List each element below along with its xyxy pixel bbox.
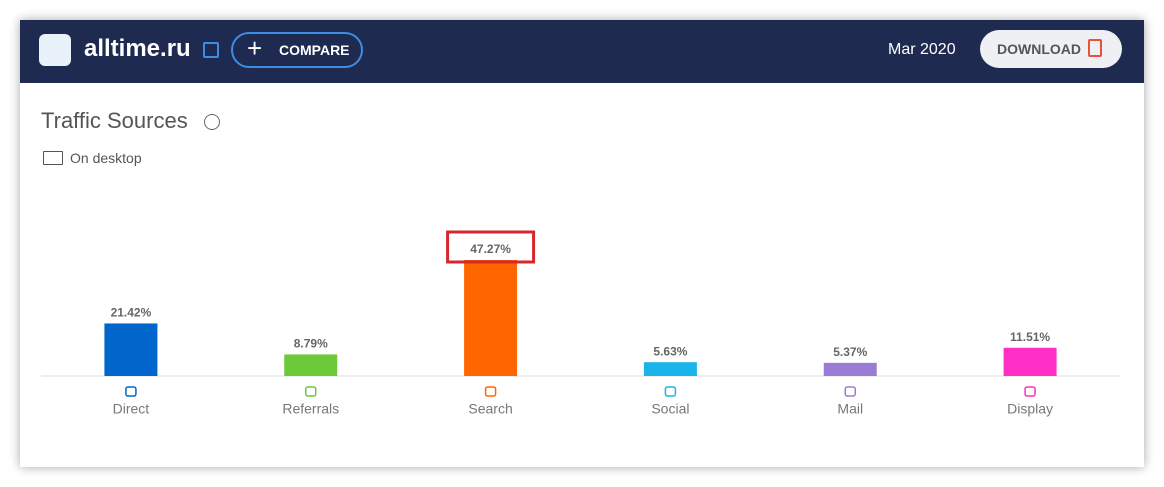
info-icon[interactable] [204, 114, 220, 130]
card-title: Traffic Sources [41, 108, 188, 133]
bar [1003, 347, 1057, 376]
category-label: Social [651, 401, 689, 417]
value-label: 47.27% [470, 242, 511, 256]
source-icon [305, 386, 317, 397]
value-label: 5.37% [833, 345, 867, 359]
bar [464, 260, 518, 376]
bar [104, 323, 158, 376]
source-icon [1024, 386, 1036, 397]
category-label: Referrals [282, 401, 339, 417]
source-icon [664, 386, 677, 397]
bar [823, 362, 877, 376]
desktop-icon [43, 151, 63, 165]
compare-button[interactable]: + COMPARE [231, 32, 363, 68]
highlight-box [446, 230, 536, 264]
device-label: On desktop [70, 150, 142, 166]
category-label: Direct [113, 401, 150, 417]
bar [284, 354, 338, 376]
download-button[interactable]: DOWNLOAD [980, 30, 1122, 68]
card: alltime.ru + COMPARE Mar 2020 DOWNLOAD Tr… [20, 20, 1144, 467]
download-label: DOWNLOAD [997, 41, 1081, 57]
source-icon [484, 386, 497, 397]
value-label: 21.42% [111, 306, 152, 320]
source-icon [125, 386, 137, 397]
category-label: Display [1007, 401, 1053, 417]
category-label: Mail [837, 401, 863, 417]
external-link[interactable] [203, 42, 219, 58]
plus-icon: + [247, 33, 263, 63]
pdf-icon [1088, 39, 1102, 57]
category-label: Search [468, 401, 512, 417]
site-name: alltime.ru [84, 35, 191, 62]
bar [643, 362, 697, 376]
value-label: 11.51% [1010, 330, 1050, 344]
compare-label: COMPARE [279, 42, 350, 58]
value-label: 8.79% [294, 337, 328, 351]
site-logo [39, 34, 71, 66]
date[interactable]: Mar 2020 [888, 41, 956, 58]
source-icon [844, 386, 856, 397]
value-label: 5.63% [653, 344, 687, 358]
header-bar: alltime.ru + COMPARE Mar 2020 DOWNLOAD [20, 20, 1144, 83]
